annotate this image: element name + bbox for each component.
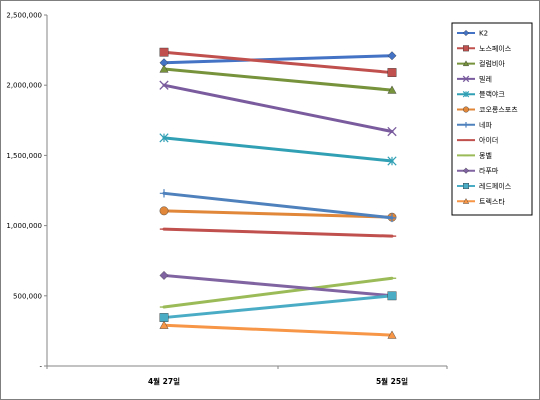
legend-label: 컬럼비아 bbox=[479, 59, 505, 68]
series-밀레 bbox=[159, 80, 397, 137]
data-point bbox=[387, 291, 397, 301]
legend-entry: 노스페이스 bbox=[457, 44, 512, 53]
series-line bbox=[162, 54, 394, 65]
series-lines bbox=[159, 47, 397, 339]
legend-label: 트렉스타 bbox=[479, 197, 505, 206]
data-point bbox=[387, 330, 397, 339]
data-point bbox=[159, 313, 169, 322]
data-point bbox=[462, 29, 470, 37]
series-트렉스타 bbox=[159, 320, 397, 339]
data-point bbox=[387, 85, 397, 94]
data-point bbox=[462, 75, 470, 83]
legend-label: 레드페이스 bbox=[479, 182, 512, 191]
legend-label: 아이더 bbox=[479, 136, 498, 145]
legend-entry: 아이더 bbox=[457, 136, 498, 145]
series-line bbox=[162, 227, 394, 238]
series-line bbox=[162, 209, 394, 219]
series-아이더 bbox=[159, 227, 397, 238]
legend-entry: 밀레 bbox=[457, 74, 492, 83]
y-tick-label: 1,500,000 bbox=[6, 152, 42, 160]
data-point bbox=[159, 206, 169, 216]
series-line bbox=[162, 50, 394, 75]
legend-entry: 몽벨 bbox=[457, 152, 492, 160]
legend: K2 노스페이스컬럼비아밀레블랙야크코오롱스포츠네파아이더몽벨라푸마레드페이스트렉… bbox=[451, 22, 533, 216]
data-point bbox=[387, 51, 397, 61]
data-point bbox=[462, 198, 470, 204]
series-line bbox=[162, 294, 394, 320]
data-point bbox=[463, 122, 469, 128]
data-point bbox=[387, 213, 397, 223]
series-line bbox=[162, 83, 394, 134]
legend-entry: 컬럼비아 bbox=[457, 59, 505, 68]
series-네파 bbox=[159, 189, 397, 223]
x-tick-label: 5월 25일 bbox=[376, 376, 408, 386]
legend-entry: 코오롱스포츠 bbox=[457, 106, 518, 114]
series-line bbox=[162, 323, 394, 337]
series-line bbox=[162, 273, 394, 298]
y-tick-label: 2,000,000 bbox=[6, 82, 42, 90]
x-tick-label: 4월 27일 bbox=[148, 376, 180, 386]
data-point bbox=[462, 60, 470, 67]
legend-label: 노스페이스 bbox=[479, 44, 512, 53]
y-tick-label: 500,000 bbox=[13, 292, 42, 300]
data-point bbox=[463, 106, 470, 113]
series-노스페이스 bbox=[159, 47, 397, 77]
legend-label: 블랙야크 bbox=[479, 90, 505, 99]
series-컬럼비아 bbox=[159, 64, 397, 94]
legend-entry: 블랙야크 bbox=[457, 90, 505, 99]
series-line bbox=[162, 67, 394, 92]
data-point bbox=[159, 270, 169, 280]
y-tick-label: 1,000,000 bbox=[6, 222, 42, 230]
legend-label: 라푸마 bbox=[479, 166, 499, 175]
data-point bbox=[159, 80, 169, 90]
axes: - 500,000 1,000,000 1,500,000 2,000,000 2,500… bbox=[6, 12, 448, 386]
data-point bbox=[462, 90, 470, 98]
series-line bbox=[162, 191, 394, 220]
data-point bbox=[387, 156, 397, 166]
series-몽벨 bbox=[159, 276, 397, 309]
legend-label: 코오롱스포츠 bbox=[479, 106, 518, 114]
series-블랙야크 bbox=[159, 133, 397, 166]
data-point bbox=[159, 189, 169, 198]
legend-entry: 레드페이스 bbox=[457, 182, 512, 191]
legend-entry: 라푸마 bbox=[457, 166, 499, 175]
legend-label: 몽벨 bbox=[479, 152, 492, 160]
data-point bbox=[159, 64, 169, 73]
legend-entry: 트렉스타 bbox=[457, 197, 505, 206]
series-line bbox=[162, 276, 394, 309]
y-tick-label: - bbox=[39, 363, 42, 371]
data-point bbox=[387, 126, 397, 137]
data-point bbox=[159, 133, 169, 143]
data-point bbox=[463, 45, 470, 52]
legend-entry: 네파 bbox=[457, 120, 492, 129]
legend-label: 밀레 bbox=[479, 74, 492, 83]
data-point bbox=[463, 182, 470, 189]
data-point bbox=[159, 320, 169, 329]
legend-label: 네파 bbox=[479, 120, 492, 129]
data-point bbox=[387, 68, 397, 77]
y-tick-label: 2,500,000 bbox=[6, 12, 42, 20]
series-레드페이스 bbox=[159, 291, 397, 322]
legend-entry: K2 bbox=[457, 30, 488, 38]
series-line bbox=[162, 136, 394, 163]
data-point bbox=[462, 167, 470, 174]
legend-label: K2 bbox=[479, 30, 488, 38]
data-point bbox=[159, 47, 169, 57]
series-라푸마 bbox=[159, 270, 397, 301]
